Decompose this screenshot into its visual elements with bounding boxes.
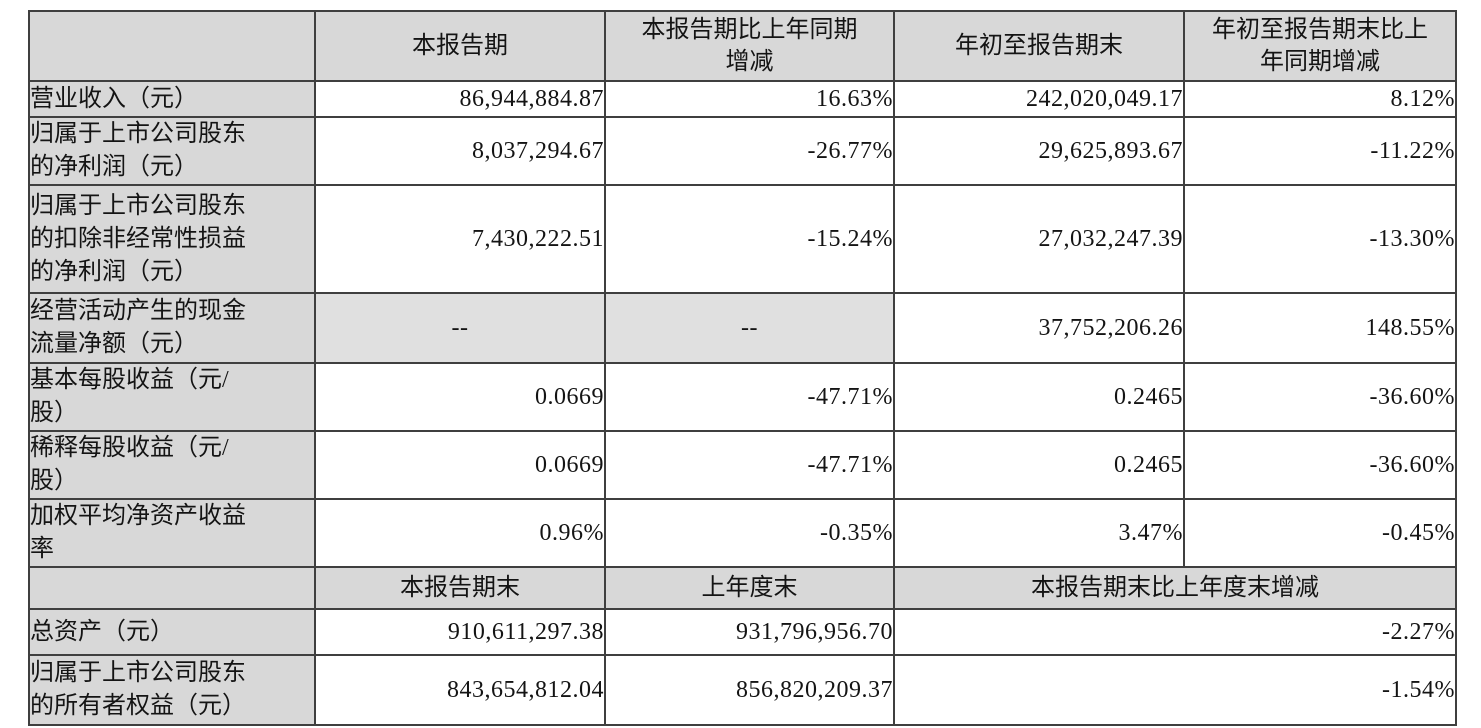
value-cell: 0.2465 [893,430,1185,500]
header-cell-ytd-yoy-change: 年初至报告期末比上 年同期增减 [1183,10,1457,82]
value-cell: 0.0669 [314,430,606,500]
header-cell-prev-year-end: 上年度末 [604,566,895,610]
value-cell: 0.96% [314,498,606,568]
header-row-period: 本报告期 本报告期比上年同期 增减 年初至报告期末 年初至报告期末比上 年同期增… [28,10,1457,82]
value-cell-dash: -- [314,292,606,364]
table-row-owners-equity: 归属于上市公司股东 的所有者权益（元） 843,654,812.04 856,8… [28,654,1457,726]
value-cell: 8.12% [1183,80,1457,118]
financial-summary-table: 本报告期 本报告期比上年同期 增减 年初至报告期末 年初至报告期末比上 年同期增… [28,10,1457,726]
value-cell: 29,625,893.67 [893,116,1185,186]
value-cell-dash: -- [604,292,895,364]
value-cell: -0.35% [604,498,895,568]
financial-summary-table-wrap: 本报告期 本报告期比上年同期 增减 年初至报告期末 年初至报告期末比上 年同期增… [28,10,1457,726]
value-cell: 242,020,049.17 [893,80,1185,118]
value-cell: 27,032,247.39 [893,184,1185,294]
table-row-weighted-avg-roe: 加权平均净资产收益 率 0.96% -0.35% 3.47% -0.45% [28,498,1457,568]
value-cell: 148.55% [1183,292,1457,364]
row-label-cell: 经营活动产生的现金 流量净额（元） [28,292,316,364]
header-cell-ytd: 年初至报告期末 [893,10,1185,82]
value-cell: 16.63% [604,80,895,118]
table-row-net-profit-excl-nonrecurring: 归属于上市公司股东 的扣除非经常性损益 的净利润（元） 7,430,222.51… [28,184,1457,294]
value-cell: -26.77% [604,116,895,186]
value-cell: -11.22% [1183,116,1457,186]
value-cell: 37,752,206.26 [893,292,1185,364]
header-cell-blank [28,10,316,82]
header-cell-blank [28,566,316,610]
value-cell: -15.24% [604,184,895,294]
row-label-cell: 归属于上市公司股东 的净利润（元） [28,116,316,186]
row-label-cell: 总资产（元） [28,608,316,656]
header-row-period-end: 本报告期末 上年度末 本报告期末比上年度末增减 [28,566,1457,610]
value-cell: -47.71% [604,362,895,432]
row-label-cell: 归属于上市公司股东 的所有者权益（元） [28,654,316,726]
value-cell: 7,430,222.51 [314,184,606,294]
header-cell-current-period-yoy-change: 本报告期比上年同期 增减 [604,10,895,82]
value-cell: 3.47% [893,498,1185,568]
value-cell: 86,944,884.87 [314,80,606,118]
value-cell: 0.0669 [314,362,606,432]
value-cell: -13.30% [1183,184,1457,294]
table-row-net-profit: 归属于上市公司股东 的净利润（元） 8,037,294.67 -26.77% 2… [28,116,1457,186]
value-cell: -36.60% [1183,362,1457,432]
table-row-operating-cash-flow: 经营活动产生的现金 流量净额（元） -- -- 37,752,206.26 14… [28,292,1457,364]
row-label-cell: 营业收入（元） [28,80,316,118]
header-cell-current-period: 本报告期 [314,10,606,82]
value-cell: 931,796,956.70 [604,608,895,656]
value-cell: 856,820,209.37 [604,654,895,726]
table-row-total-assets: 总资产（元） 910,611,297.38 931,796,956.70 -2.… [28,608,1457,656]
value-cell: 910,611,297.38 [314,608,606,656]
value-cell: -1.54% [893,654,1457,726]
header-cell-period-end-change: 本报告期末比上年度末增减 [893,566,1457,610]
value-cell: -47.71% [604,430,895,500]
value-cell: 0.2465 [893,362,1185,432]
value-cell: -2.27% [893,608,1457,656]
value-cell: 843,654,812.04 [314,654,606,726]
value-cell: -36.60% [1183,430,1457,500]
table-row-diluted-eps: 稀释每股收益（元/ 股） 0.0669 -47.71% 0.2465 -36.6… [28,430,1457,500]
row-label-cell: 归属于上市公司股东 的扣除非经常性损益 的净利润（元） [28,184,316,294]
row-label-cell: 加权平均净资产收益 率 [28,498,316,568]
value-cell: 8,037,294.67 [314,116,606,186]
value-cell: -0.45% [1183,498,1457,568]
row-label-cell: 稀释每股收益（元/ 股） [28,430,316,500]
header-cell-period-end: 本报告期末 [314,566,606,610]
row-label-cell: 基本每股收益（元/ 股） [28,362,316,432]
table-row-basic-eps: 基本每股收益（元/ 股） 0.0669 -47.71% 0.2465 -36.6… [28,362,1457,432]
table-row-revenue: 营业收入（元） 86,944,884.87 16.63% 242,020,049… [28,80,1457,118]
